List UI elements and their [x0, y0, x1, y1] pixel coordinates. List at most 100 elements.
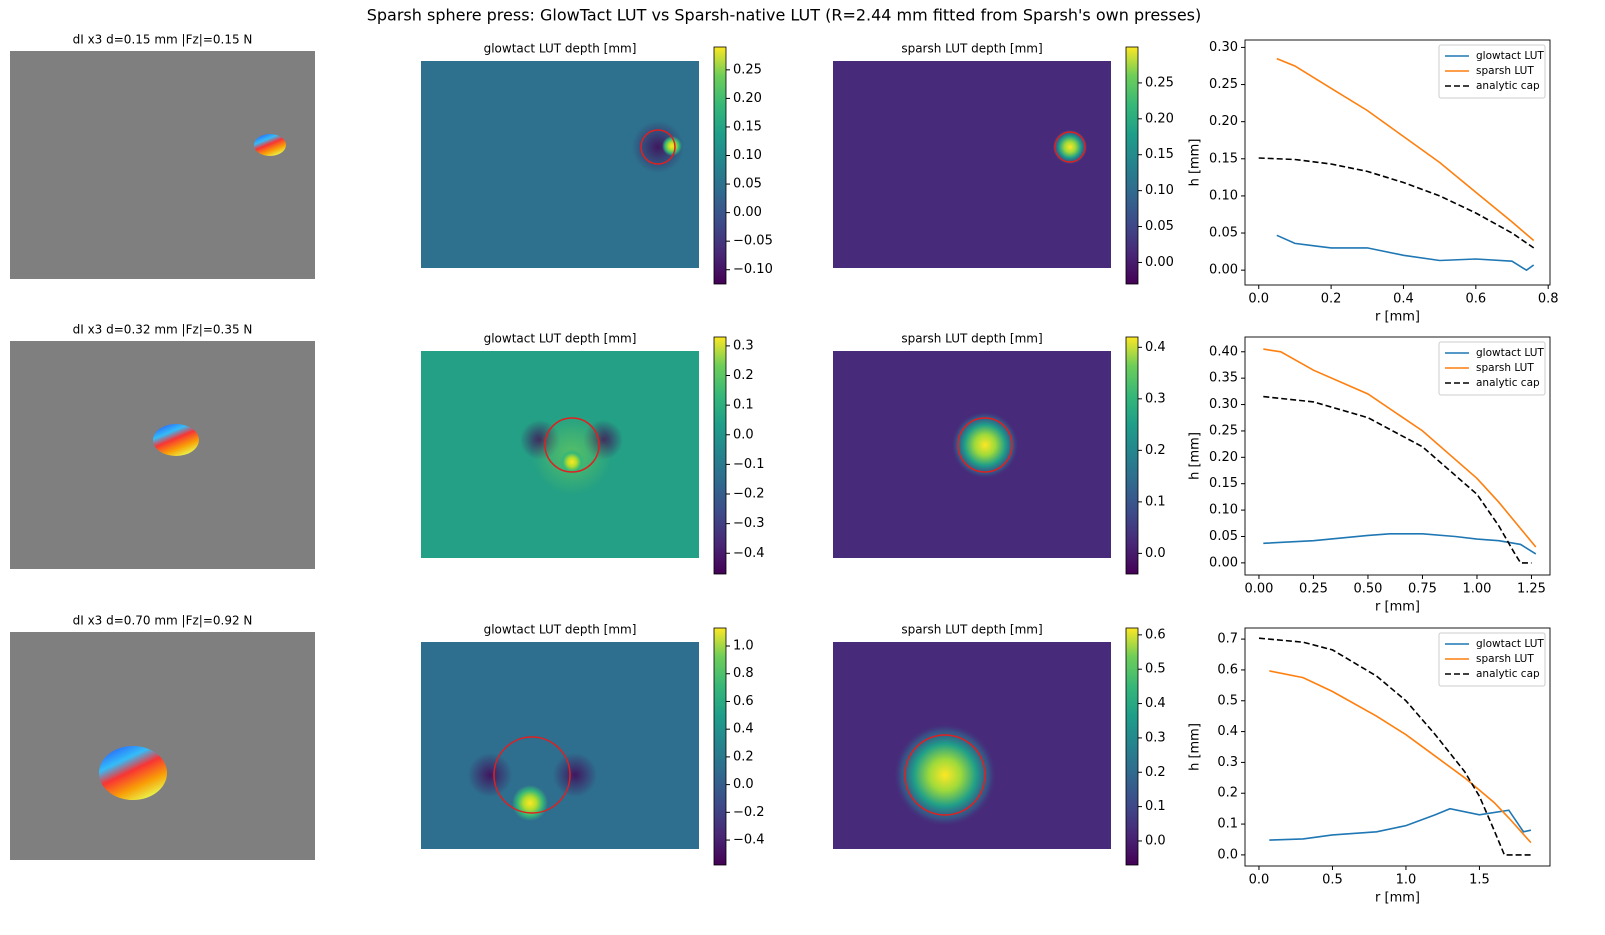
heatmap-low: [553, 753, 597, 797]
colorbar-tick-label: 0.3: [1145, 730, 1166, 745]
y-tick-label: 0.6: [1217, 662, 1238, 677]
colorbar-tick-label: 0.1: [1145, 494, 1166, 509]
colorbar-tick-label: 0.6: [733, 694, 754, 709]
panel-title: glowtact LUT depth [mm]: [484, 623, 637, 637]
colorbar-tick-label: 0.25: [1145, 75, 1174, 90]
line-series: [1263, 348, 1537, 548]
heatmap: [833, 642, 1111, 849]
y-tick-label: 0.20: [1209, 114, 1238, 129]
contact-circle: [957, 417, 1013, 473]
x-tick-label: 0.25: [1299, 582, 1328, 597]
y-tick-label: 0.05: [1209, 529, 1238, 544]
x-tick-label: 0.75: [1408, 582, 1437, 597]
y-tick-label: 0.25: [1209, 77, 1238, 92]
colorbar-tick-label: 0.0: [1145, 833, 1166, 848]
x-tick-label: 1.00: [1462, 582, 1491, 597]
colorbar-tick-label: 0.00: [1145, 255, 1174, 270]
x-tick-label: 1.25: [1517, 582, 1546, 597]
y-tick-label: 0.00: [1209, 555, 1238, 570]
image-background: [10, 341, 315, 569]
colorbar-tick-label: −0.1: [733, 457, 765, 472]
y-tick-label: 0.7: [1217, 632, 1238, 647]
y-tick-label: 0.05: [1209, 226, 1238, 241]
line-series: [1258, 157, 1535, 249]
colorbar-tick-label: 1.0: [733, 639, 754, 654]
colorbar-tick-label: 0.1: [733, 398, 754, 413]
colorbar-tick-label: 0.15: [1145, 147, 1174, 162]
heatmap-background: [833, 61, 1111, 268]
line-series: [1276, 57, 1535, 242]
colorbar-tick-label: −0.2: [733, 805, 765, 820]
y-tick-label: 0.10: [1209, 188, 1238, 203]
y-tick-label: 0.1: [1217, 817, 1238, 832]
plot-area: [1263, 348, 1537, 564]
contact-circle: [1054, 131, 1086, 163]
y-tick-label: 0.3: [1217, 755, 1238, 770]
colorbar-tick-label: 0.2: [733, 749, 754, 764]
colorbar-tick-label: −0.3: [733, 516, 765, 531]
heatmap-low: [468, 753, 512, 797]
y-tick-label: 0.2: [1217, 786, 1238, 801]
heatmap-high: [893, 723, 997, 827]
line-series: [1269, 807, 1532, 841]
colorbar-tick-label: −0.4: [733, 546, 765, 561]
x-axis-label: r [mm]: [1375, 600, 1420, 615]
legend-label: sparsh LUT: [1476, 362, 1534, 374]
colorbar: [1125, 336, 1139, 575]
x-tick-label: 1.0: [1396, 873, 1417, 888]
y-tick-label: 0.10: [1209, 503, 1238, 518]
colorbar-tick-label: 0.00: [733, 205, 762, 220]
image-blob: [99, 746, 167, 800]
colorbar-tick-label: 0.0: [733, 427, 754, 442]
y-tick-label: 0.35: [1209, 371, 1238, 386]
colorbar-tick-label: 0.10: [733, 148, 762, 163]
contact-circle: [640, 129, 676, 165]
heatmap: [421, 61, 699, 268]
x-tick-label: 0.4: [1393, 292, 1414, 307]
panel-title: dI x3 d=0.15 mm |Fz|=0.15 N: [73, 33, 253, 47]
contact-circle: [493, 736, 571, 814]
legend-label: glowtact LUT: [1476, 638, 1544, 650]
y-tick-label: 0.15: [1209, 151, 1238, 166]
colorbar: [1125, 627, 1139, 866]
axes-frame: [1244, 627, 1551, 867]
x-tick-label: 0.0: [1248, 292, 1269, 307]
line-series: [1276, 234, 1535, 272]
contact-circle: [544, 417, 600, 473]
axes-frame: [1244, 336, 1551, 576]
colorbar: [1125, 46, 1139, 285]
colorbar-tick-label: 0.4: [1145, 696, 1166, 711]
y-tick-label: 0.00: [1209, 263, 1238, 278]
heatmap-high: [951, 411, 1019, 479]
legend-label: glowtact LUT: [1476, 347, 1544, 359]
y-tick-label: 0.25: [1209, 423, 1238, 438]
panel-title: sparsh LUT depth [mm]: [901, 623, 1042, 637]
colorbar: [713, 627, 727, 866]
y-tick-label: 0.5: [1217, 693, 1238, 708]
colorbar-tick-label: 0.3: [733, 338, 754, 353]
line-series: [1269, 670, 1532, 844]
legend-label: analytic cap: [1476, 668, 1540, 680]
y-tick-label: 0.0: [1217, 847, 1238, 862]
heatmap-background: [421, 642, 699, 849]
y-tick-label: 0.30: [1209, 397, 1238, 412]
colorbar-tick-label: 0.20: [1145, 111, 1174, 126]
plot-area: [1258, 637, 1532, 856]
legend-label: sparsh LUT: [1476, 65, 1534, 77]
x-tick-label: 0.8: [1538, 292, 1559, 307]
colorbar-tick-label: −0.2: [733, 487, 765, 502]
legend-box: [1438, 341, 1546, 396]
colorbar-tick-label: 0.3: [1145, 391, 1166, 406]
colorbar-tick-label: 0.4: [1145, 340, 1166, 355]
colorbar-tick-label: −0.10: [733, 262, 773, 277]
colorbar-tick-label: −0.4: [733, 833, 765, 848]
legend-box: [1438, 632, 1546, 687]
panel-title: glowtact LUT depth [mm]: [484, 332, 637, 346]
y-tick-label: 0.30: [1209, 40, 1238, 55]
colorbar-tick-label: 0.8: [733, 666, 754, 681]
figure-title: Sparsh sphere press: GlowTact LUT vs Spa…: [367, 6, 1202, 25]
panel-title: sparsh LUT depth [mm]: [901, 42, 1042, 56]
x-tick-label: 0.2: [1321, 292, 1342, 307]
panel-title: dI x3 d=0.70 mm |Fz|=0.92 N: [73, 614, 253, 628]
